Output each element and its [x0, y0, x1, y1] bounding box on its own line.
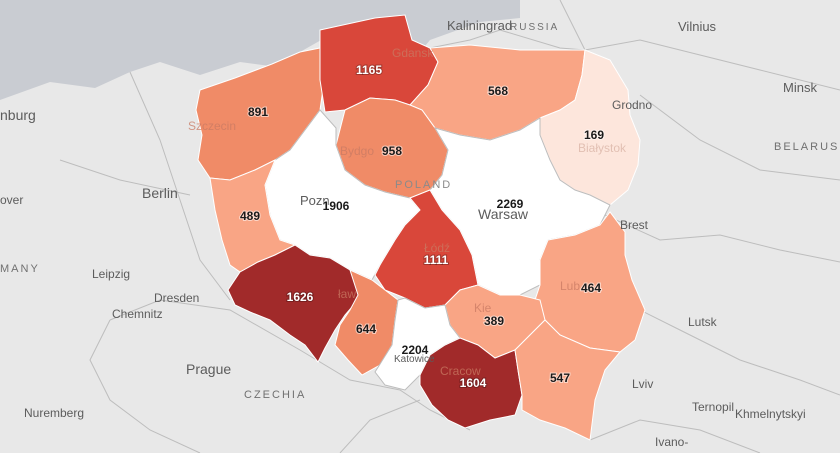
value-pomorskie: 1165 [356, 63, 382, 77]
place-kielce: Kie [474, 301, 492, 315]
place-warsaw: Warsaw [478, 206, 529, 222]
place-lviv: Lviv [632, 377, 653, 391]
region-city-labels: Szczecin Gdansk Bydgo Białystok Łódź ław… [188, 46, 627, 378]
place-minsk: Minsk [783, 80, 817, 95]
place-czechia: CZECHIA [244, 389, 306, 401]
value-mazowieckie: 2269 [497, 197, 524, 211]
place-katowice: Katowice [394, 354, 435, 365]
place-russia: RUSSIA [510, 22, 559, 33]
place-map-edge: k [826, 451, 833, 453]
place-nuremberg: Nuremberg [24, 406, 84, 420]
value-warminsko-mazurskie: 568 [488, 84, 508, 98]
place-ternopil: Ternopil [692, 400, 734, 414]
place-vilnius: Vilnius [678, 19, 717, 34]
place-berlin: Berlin [142, 185, 178, 201]
value-opolskie: 644 [356, 322, 376, 336]
value-wielkopolskie: 1906 [323, 199, 350, 213]
value-dolnoslaskie: 1626 [287, 290, 314, 304]
place-bydgoszcz: Bydgo [340, 144, 374, 158]
country-borders [59, 0, 840, 453]
value-lodzkie: 1111 [424, 253, 449, 267]
place-kaliningrad: Kaliningrad [447, 18, 512, 33]
place-lublin: Lub [560, 279, 580, 293]
place-brandenburg: nburg [0, 107, 36, 123]
place-dresden: Dresden [154, 291, 199, 305]
value-malopolskie: 1604 [460, 376, 487, 390]
region-podkarpackie[interactable] [514, 319, 621, 441]
place-hannover: over [0, 193, 23, 207]
place-wroclaw: ław [338, 287, 356, 301]
base-map-labels: Kaliningrad RUSSIA Vilnius Minsk Grodno … [0, 18, 839, 453]
value-podlaskie: 169 [584, 128, 604, 142]
place-krakow: Cracow [440, 364, 481, 378]
value-lubuskie: 489 [240, 209, 260, 223]
place-lodz: Łódź [424, 241, 450, 255]
value-lubelskie: 464 [581, 281, 601, 295]
place-germany: MANY [0, 263, 40, 275]
regions [195, 14, 646, 441]
place-gdansk: Gdansk [392, 46, 434, 60]
place-khmelnytskyi: Khmelnytskyi [735, 407, 806, 421]
place-chemnitz: Chemnitz [112, 307, 163, 321]
place-poznan: Pozn [300, 193, 330, 208]
place-szczecin: Szczecin [188, 119, 236, 133]
place-grodno: Grodno [612, 98, 652, 112]
region-lubelskie[interactable] [534, 211, 646, 353]
place-prague: Prague [186, 361, 231, 377]
place-leipzig: Leipzig [92, 267, 130, 281]
place-lutsk: Lutsk [688, 315, 718, 329]
value-labels: 891 1165 568 169 958 1906 2269 489 1111 … [239, 62, 605, 391]
value-slaskie: 2204 [402, 343, 429, 357]
region-opolskie[interactable] [334, 269, 399, 376]
value-swietokrzyskie: 389 [484, 314, 504, 328]
value-podkarpackie: 547 [550, 371, 570, 385]
place-brest: Brest [620, 218, 649, 232]
place-bialystok: Białystok [578, 141, 627, 155]
value-kujawsko-pomorskie: 958 [382, 144, 402, 158]
value-zachodniopomorskie: 891 [248, 105, 268, 119]
place-poland: POLAND [395, 179, 452, 191]
place-ivano: Ivano- [655, 435, 688, 449]
region-dolnoslaskie[interactable] [227, 244, 361, 363]
region-malopolskie[interactable] [419, 337, 523, 429]
place-belarus: BELARUS [774, 141, 839, 153]
